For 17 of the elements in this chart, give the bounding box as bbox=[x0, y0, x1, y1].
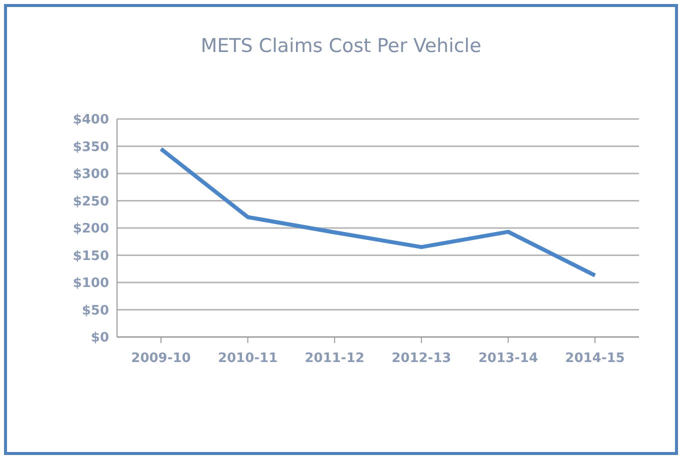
y-tick-label: $50 bbox=[82, 303, 109, 318]
chart-title: METS Claims Cost Per Vehicle bbox=[200, 35, 482, 57]
x-tick-label: 2010-11 bbox=[218, 351, 278, 366]
y-tick-label: $100 bbox=[72, 276, 109, 292]
y-tick-label: $350 bbox=[72, 140, 109, 155]
y-tick-label: $250 bbox=[72, 194, 109, 210]
x-tick-label: 2014-15 bbox=[565, 351, 625, 366]
y-tick-label: $300 bbox=[72, 167, 109, 182]
line-series bbox=[159, 146, 597, 278]
x-tick-label: 2011-12 bbox=[304, 351, 364, 366]
y-tick-label: $200 bbox=[72, 222, 109, 237]
x-tick-label: 2013-14 bbox=[478, 351, 538, 366]
y-tick-label: $150 bbox=[72, 248, 109, 264]
y-tick-label: $400 bbox=[72, 112, 109, 128]
x-tick-label: 2012-13 bbox=[392, 351, 452, 366]
y-tick-label: $0 bbox=[90, 330, 109, 346]
x-tick-label: 2009-10 bbox=[131, 351, 191, 366]
